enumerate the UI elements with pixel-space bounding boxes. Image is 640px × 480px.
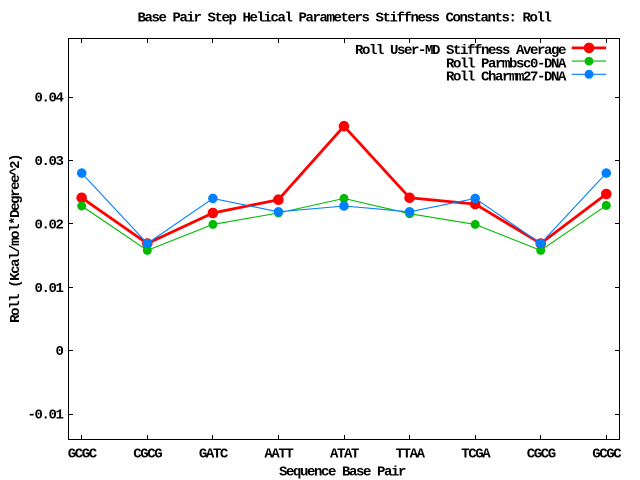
svg-text:GATC: GATC (199, 446, 229, 462)
svg-text:GCGC: GCGC (592, 446, 622, 462)
svg-text:TCGA: TCGA (461, 446, 491, 462)
svg-text:-0.01: -0.01 (27, 408, 63, 424)
svg-text:0: 0 (55, 344, 63, 360)
svg-text:GCGC: GCGC (68, 446, 98, 462)
svg-text:Roll Charmm27-DNA: Roll Charmm27-DNA (446, 70, 567, 86)
svg-text:0.03: 0.03 (34, 154, 63, 170)
svg-text:CGCG: CGCG (133, 446, 162, 462)
svg-text:ATAT: ATAT (330, 446, 359, 462)
svg-text:AATT: AATT (264, 446, 293, 462)
svg-text:TTAA: TTAA (396, 446, 426, 462)
svg-text:Roll Parmbsc0-DNA: Roll Parmbsc0-DNA (446, 56, 567, 72)
svg-text:CGCG: CGCG (527, 446, 556, 462)
svg-text:Roll (Kcal/mol*Degree^2): Roll (Kcal/mol*Degree^2) (8, 155, 24, 323)
svg-text:0.04: 0.04 (34, 91, 63, 107)
svg-text:Sequence Base Pair: Sequence Base Pair (279, 465, 406, 480)
svg-text:0.02: 0.02 (34, 217, 63, 233)
svg-text:Roll User-MD Stiffness Average: Roll User-MD Stiffness Average (355, 43, 566, 59)
svg-text:0.01: 0.01 (34, 281, 63, 297)
svg-text:Base Pair Step Helical Paramet: Base Pair Step Helical Parameters Stiffn… (137, 11, 551, 27)
